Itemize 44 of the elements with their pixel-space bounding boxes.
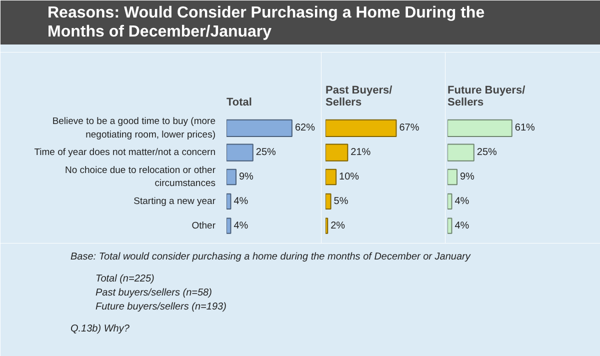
text: Base: Total would consider purchasing a home during the months of December or January xyxy=(70,252,472,262)
y-tick-label: Starting a new year xyxy=(134,196,216,207)
data-label: 25% xyxy=(476,147,498,158)
data-label: 4% xyxy=(234,220,248,232)
bar xyxy=(226,144,254,162)
bar xyxy=(326,119,397,137)
data-label: 4% xyxy=(234,196,248,207)
chart-title: Future Buyers/ Sellers xyxy=(448,84,526,108)
text: Reasons: Would Consider Purchasing a Home During the Months of December/January xyxy=(48,4,485,40)
text: Total (n=225) xyxy=(96,274,154,284)
data-label: 62% xyxy=(294,122,316,134)
data-label: 2% xyxy=(330,220,346,232)
data-label: 9% xyxy=(239,172,254,182)
data-label: 10% xyxy=(339,172,360,182)
y-tick-label: No choice due to relocation or other circumstances xyxy=(64,164,216,190)
bar xyxy=(448,168,458,186)
chart-title: Past Buyers/ Sellers xyxy=(326,84,392,108)
bar xyxy=(326,144,348,162)
bar xyxy=(226,193,232,210)
bar xyxy=(226,218,232,234)
text: Future buyers/sellers (n=193) xyxy=(96,302,226,312)
bar xyxy=(326,193,332,210)
data-label: 5% xyxy=(334,196,348,207)
chart-title: Total xyxy=(226,96,252,108)
bar xyxy=(448,193,452,210)
data-label: 67% xyxy=(399,122,420,134)
bar xyxy=(226,168,236,186)
bar xyxy=(448,144,474,162)
bar xyxy=(226,119,292,137)
data-label: 9% xyxy=(460,172,475,182)
bar xyxy=(448,119,512,137)
bar xyxy=(448,218,452,234)
data-label: 4% xyxy=(454,220,470,232)
data-label: 21% xyxy=(350,147,371,158)
bar xyxy=(326,168,337,186)
y-tick-label: Believe to be a good time to buy (more negotiating room, lower prices) xyxy=(52,116,216,140)
text: Past buyers/sellers (n=58) xyxy=(96,288,212,298)
data-label: 61% xyxy=(514,122,536,134)
data-label: 4% xyxy=(454,196,470,207)
data-label: 25% xyxy=(256,147,276,158)
bar xyxy=(326,218,328,234)
y-tick-label: Time of year does not matter/not a concern xyxy=(34,147,216,158)
y-tick-label: Other xyxy=(192,220,216,232)
text: Q.13b) Why? xyxy=(70,324,130,334)
